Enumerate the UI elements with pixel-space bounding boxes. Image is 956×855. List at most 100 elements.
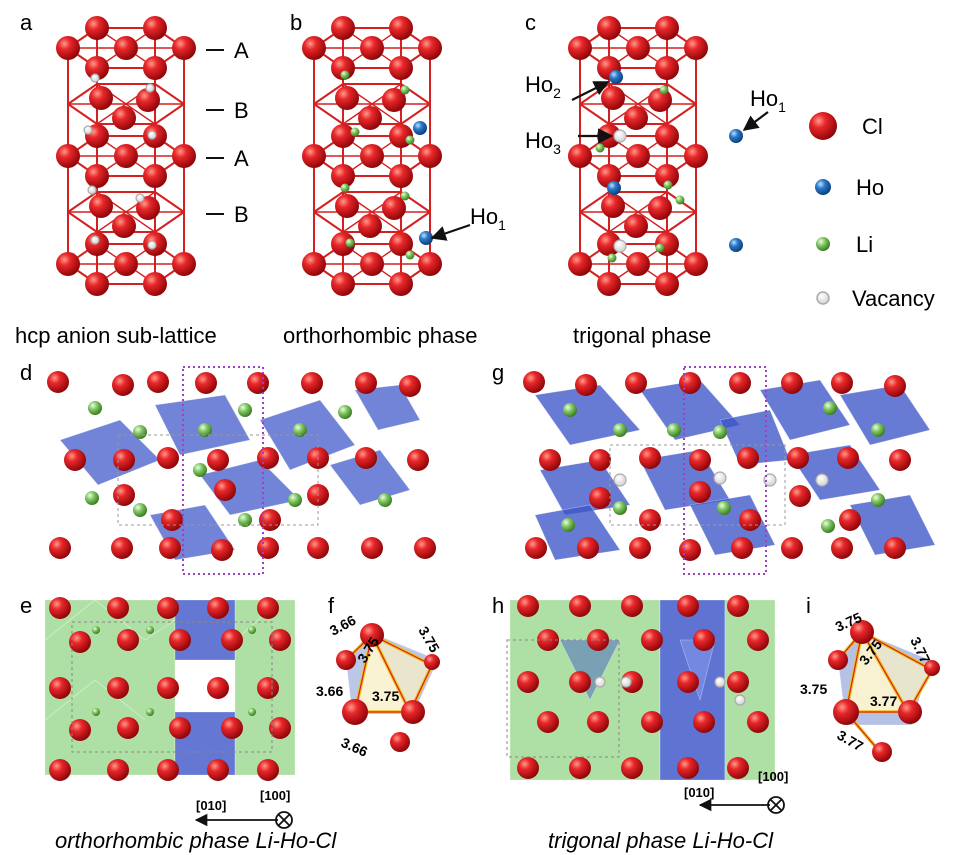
li-atom: [871, 493, 885, 507]
ho1-c-sub: 1: [778, 99, 786, 115]
cl-atom: [568, 144, 592, 168]
cl-atom: [136, 88, 160, 112]
cell-outline-e: [71, 621, 273, 753]
li-atom: [193, 463, 207, 477]
cl-atom: [648, 196, 672, 220]
li-atom: [659, 85, 669, 95]
bond-line: [400, 103, 431, 125]
panel-letter-h: h: [492, 593, 504, 618]
cl-atom: [872, 742, 892, 762]
cl-atom: [221, 717, 243, 739]
dist-i-4: 3.77: [870, 693, 897, 709]
bond-line: [666, 211, 697, 233]
cl-atom: [382, 88, 406, 112]
cl-atom: [641, 629, 663, 651]
panel-letter-d: d: [20, 360, 32, 385]
vac-atom: [83, 125, 93, 135]
cl-atom: [677, 595, 699, 617]
cl-atom: [117, 717, 139, 739]
li-atom: [595, 143, 605, 153]
panel-letter-b: b: [290, 10, 302, 35]
legend-ho-swatch: [815, 179, 831, 195]
bond-line: [579, 191, 610, 213]
vac-atom: [147, 240, 157, 250]
cl-atom: [537, 629, 559, 651]
cl-atom: [331, 164, 355, 188]
panel-letter-g: g: [492, 360, 504, 385]
cl-atom: [113, 449, 135, 471]
cl-atom: [257, 759, 279, 781]
ho-atom: [607, 181, 621, 195]
ho2-label-c: Ho2: [525, 72, 610, 101]
cl-atom: [601, 194, 625, 218]
li-atom: [288, 493, 302, 507]
bond-line: [400, 211, 431, 233]
svg-text:Ho1: Ho1: [750, 86, 786, 115]
vac-atom: [613, 473, 627, 487]
cl-atom: [159, 537, 181, 559]
cl-atom: [161, 509, 183, 531]
bond-line: [861, 631, 909, 713]
cl-atom: [589, 449, 611, 471]
cl-atom: [342, 699, 368, 725]
legend-ho-label: Ho: [856, 175, 884, 200]
bond-line: [154, 191, 185, 213]
overlay-layer: [71, 366, 786, 758]
axis-indicator-e: [010] [100]: [194, 788, 293, 829]
cl-atom: [568, 36, 592, 60]
cl-atom: [157, 447, 179, 469]
vac-atom: [90, 73, 100, 83]
cl-atom: [358, 106, 382, 130]
cl-atom: [639, 509, 661, 531]
cl-atom: [336, 650, 356, 670]
layer-label-b2: B: [234, 202, 249, 227]
cl-atom: [361, 537, 383, 559]
cl-atom: [424, 654, 440, 670]
dist-i-3: 3.75: [800, 681, 827, 697]
bond-line: [44, 679, 96, 721]
cl-atom: [677, 671, 699, 693]
bond-line: [861, 631, 933, 671]
cl-atom: [56, 252, 80, 276]
cl-atom: [517, 757, 539, 779]
cl-atom: [727, 757, 749, 779]
cl-atom: [355, 372, 377, 394]
cl-atom: [747, 629, 769, 651]
cl-atom: [621, 595, 643, 617]
cl-atom: [49, 677, 71, 699]
cl-atom: [112, 374, 134, 396]
li-atom: [92, 708, 100, 716]
vac-atom: [613, 239, 627, 253]
cl-atom: [56, 36, 80, 60]
cl-atom: [407, 449, 429, 471]
bond-line: [313, 103, 344, 125]
cl-atom: [828, 650, 848, 670]
cl-atom: [414, 537, 436, 559]
cl-atom: [684, 252, 708, 276]
cl-atom: [335, 194, 359, 218]
cl-atom: [689, 481, 711, 503]
unit-cell-g: [683, 366, 767, 575]
cl-atom: [737, 447, 759, 469]
svg-text:Ho2: Ho2: [525, 72, 561, 101]
cl-atom: [331, 16, 355, 40]
cl-atom: [517, 595, 539, 617]
vac-atom: [594, 676, 606, 688]
li-atom: [871, 423, 885, 437]
li-atom: [293, 423, 307, 437]
svg-text:Ho3: Ho3: [525, 128, 561, 157]
into-page-icon-h: [767, 796, 785, 814]
cl-atom: [569, 595, 591, 617]
cl-atom: [677, 757, 699, 779]
cl-atom: [523, 371, 545, 393]
cl-atom: [727, 671, 749, 693]
li-atom: [88, 401, 102, 415]
cl-atom: [147, 371, 169, 393]
cl-atom: [389, 164, 413, 188]
cl-atom: [833, 699, 859, 725]
cl-atom: [172, 36, 196, 60]
cl-atom: [69, 631, 91, 653]
cl-atom: [399, 375, 421, 397]
cl-atom: [684, 144, 708, 168]
bond-line: [313, 191, 344, 213]
